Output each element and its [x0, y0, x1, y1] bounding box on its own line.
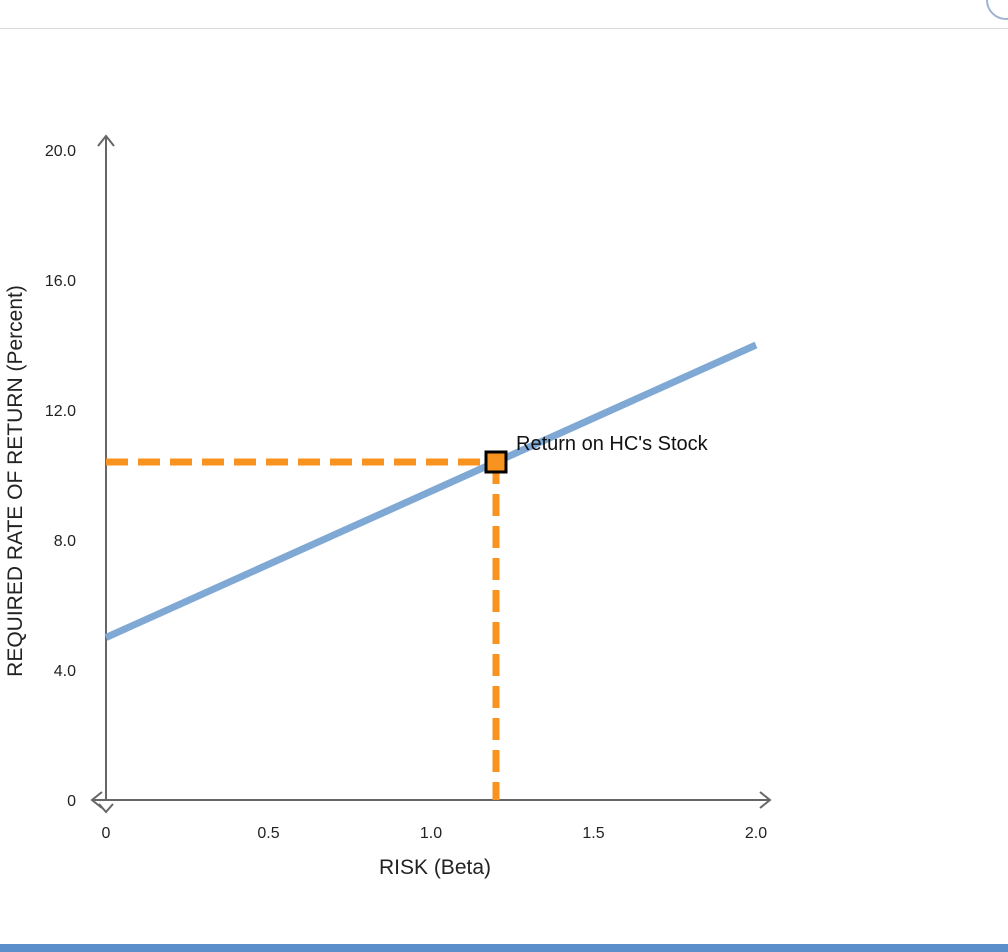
- top-divider: [0, 28, 1008, 29]
- y-axis-down-arrow-icon: [98, 803, 114, 814]
- y-axis-title: REQUIRED RATE OF RETURN (Percent): [4, 285, 27, 677]
- axes: [90, 134, 772, 814]
- y-tick-label: 12.0: [45, 403, 76, 420]
- y-tick-label: 20.0: [45, 143, 76, 160]
- bottom-bar: [0, 944, 1008, 952]
- x-tick-label: 0.5: [257, 825, 279, 842]
- series-line: [104, 341, 758, 641]
- guide-lines: [106, 458, 500, 800]
- tick-labels: 0 4.0 8.0 12.0 16.0 20.0 0 0.5 1.0 1.5 2.0: [45, 143, 767, 842]
- highlight-point-label: Return on HC's Stock: [516, 433, 709, 455]
- x-axis-title: RISK (Beta): [379, 856, 491, 879]
- x-axis-left-arrow-icon: [90, 791, 103, 809]
- series-layer: [104, 341, 758, 641]
- x-tick-label: 0: [102, 825, 111, 842]
- highlight-point-marker: [484, 450, 508, 474]
- x-axis-right-arrow-icon: [759, 791, 772, 809]
- markers: [484, 450, 508, 474]
- x-tick-label: 2.0: [745, 825, 767, 842]
- y-tick-label: 4.0: [54, 663, 76, 680]
- x-tick-label: 1.0: [420, 825, 442, 842]
- x-tick-label: 1.5: [582, 825, 604, 842]
- y-tick-label: 16.0: [45, 273, 76, 290]
- y-tick-label: 8.0: [54, 533, 76, 550]
- y-tick-label: 0: [67, 793, 76, 810]
- y-axis-arrow-icon: [97, 134, 115, 147]
